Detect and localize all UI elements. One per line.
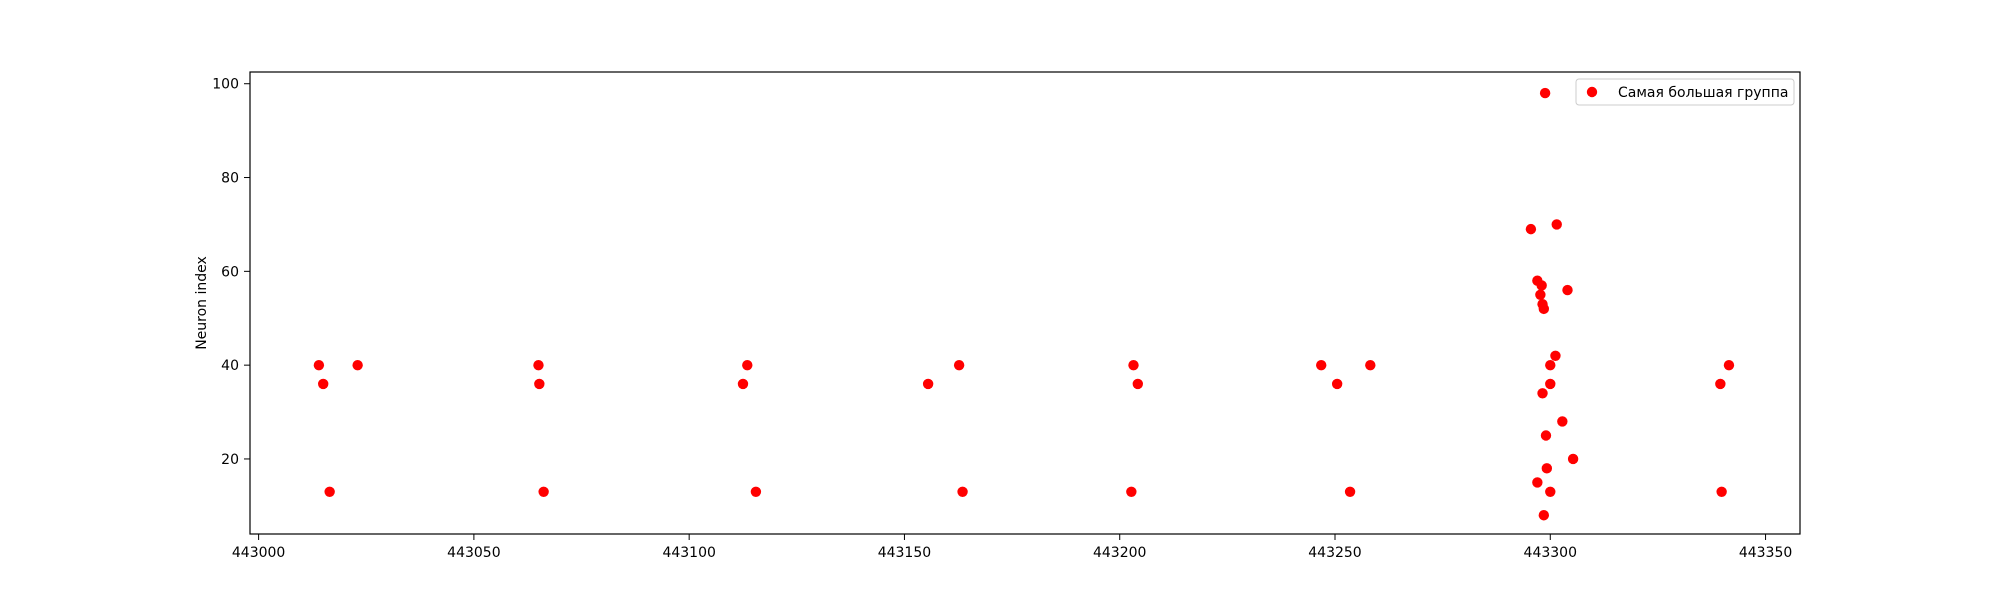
data-point bbox=[1525, 223, 1537, 235]
data-point bbox=[1536, 280, 1547, 291]
y-tick-label: 20 bbox=[221, 452, 239, 468]
data-point bbox=[1331, 378, 1343, 390]
data-point bbox=[317, 378, 329, 390]
data-point bbox=[1723, 359, 1735, 371]
x-tick-label: 443200 bbox=[1093, 545, 1146, 561]
x-tick-label: 443000 bbox=[232, 545, 285, 561]
data-point bbox=[1316, 359, 1327, 371]
x-tick-label: 443350 bbox=[1739, 545, 1792, 561]
data-point bbox=[1538, 303, 1550, 315]
data-point bbox=[324, 486, 335, 497]
data-point bbox=[737, 378, 749, 390]
y-axis-label: Neuron index bbox=[194, 256, 210, 350]
data-point bbox=[1132, 378, 1144, 390]
data-point bbox=[1344, 486, 1356, 497]
y-tick-label: 40 bbox=[221, 358, 239, 374]
data-point bbox=[1541, 463, 1553, 474]
data-point bbox=[1537, 388, 1548, 399]
data-point bbox=[953, 359, 965, 371]
data-point bbox=[1715, 378, 1726, 390]
data-point bbox=[1538, 510, 1550, 521]
data-point bbox=[1535, 289, 1546, 300]
data-point bbox=[1545, 486, 1556, 497]
data-point bbox=[313, 359, 325, 371]
data-point bbox=[1532, 477, 1543, 488]
data-point bbox=[1128, 359, 1139, 371]
y-tick-label: 60 bbox=[221, 264, 239, 280]
data-point bbox=[1540, 430, 1552, 441]
data-point bbox=[538, 486, 549, 497]
data-point bbox=[1365, 359, 1376, 371]
y-tick-label: 80 bbox=[221, 171, 239, 187]
data-point bbox=[750, 486, 762, 497]
data-point bbox=[1545, 359, 1556, 371]
data-point bbox=[1545, 378, 1556, 390]
data-point bbox=[352, 359, 363, 371]
data-point bbox=[1557, 416, 1568, 427]
data-point bbox=[1567, 453, 1579, 465]
plot-area-frame bbox=[249, 71, 1801, 535]
y-tick-label: 100 bbox=[212, 77, 239, 93]
x-tick-label: 443100 bbox=[662, 545, 715, 561]
data-point bbox=[1126, 486, 1137, 497]
legend-label: Самая большая группа bbox=[1618, 85, 1788, 101]
x-tick-label: 443050 bbox=[447, 545, 500, 561]
data-point bbox=[922, 378, 934, 390]
x-tick-label: 443300 bbox=[1524, 545, 1577, 561]
data-point bbox=[1551, 219, 1562, 230]
legend-box bbox=[1575, 78, 1795, 106]
data-point bbox=[1550, 350, 1561, 361]
data-point bbox=[534, 378, 545, 390]
data-point bbox=[742, 359, 753, 371]
data-point bbox=[957, 486, 968, 497]
legend: Самая большая группа bbox=[1575, 78, 1795, 106]
data-point bbox=[1716, 486, 1727, 497]
data-point bbox=[533, 359, 544, 371]
x-tick-label: 443250 bbox=[1308, 545, 1361, 561]
x-tick-label: 443150 bbox=[878, 545, 931, 561]
data-point bbox=[1562, 284, 1573, 296]
data-point bbox=[1539, 87, 1551, 99]
legend-marker bbox=[1586, 86, 1598, 98]
